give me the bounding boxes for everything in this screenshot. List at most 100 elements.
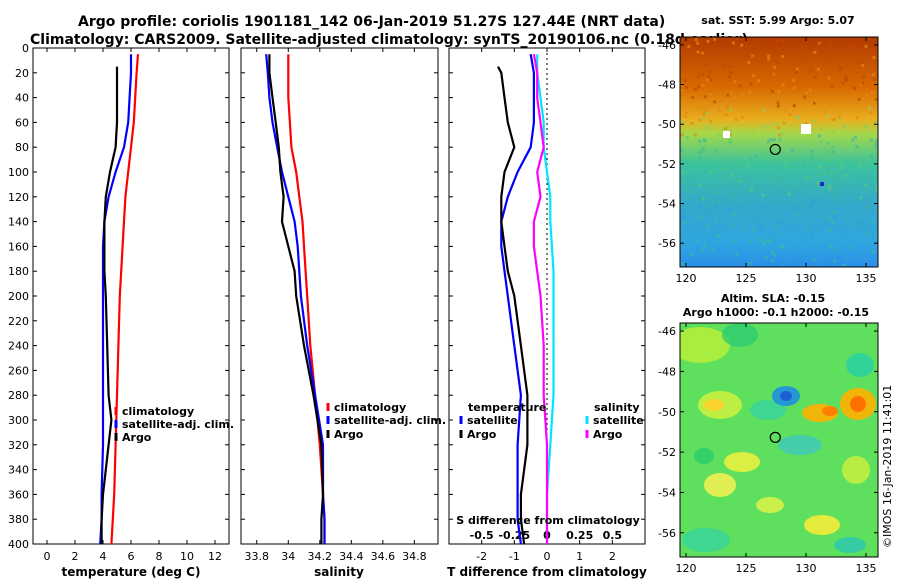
x-tick-label: 1 <box>576 550 583 563</box>
x-tick-label: 6 <box>128 550 135 563</box>
map-y-tick-label: -46 <box>658 39 676 52</box>
x-tick-label: 8 <box>156 550 163 563</box>
sla-map-panel: Altim. SLA: -0.15 Argo h1000: -0.1 h2000… <box>658 292 879 575</box>
series-line-s-satellite <box>536 54 555 544</box>
temperature-xlabel: temperature (deg C) <box>62 565 201 579</box>
s-tick-label: -0.5 <box>470 529 494 542</box>
legend-label-climatology: climatology <box>122 405 194 418</box>
legend-label-satellite: satellite-adj. clim. <box>122 418 234 431</box>
map-x-tick-label: 120 <box>676 562 697 575</box>
x-tick-label: 34 <box>281 550 295 563</box>
y-tick-label: 0 <box>22 42 29 55</box>
legend-label-s-satellite: satellite <box>593 414 644 427</box>
sla-map-title-1: Altim. SLA: -0.15 <box>721 292 825 305</box>
map-x-tick-label: 135 <box>856 272 877 285</box>
y-tick-label: 80 <box>15 141 29 154</box>
legend-label-satellite: satellite-adj. clim. <box>334 414 446 427</box>
y-tick-label: 280 <box>8 389 29 402</box>
y-tick-label: 20 <box>15 67 29 80</box>
x-tick-label: 0 <box>544 550 551 563</box>
series-line-t-argo <box>497 66 529 545</box>
map-y-tick-label: -54 <box>658 198 676 211</box>
series-line-s-argo <box>532 54 549 544</box>
map-x-tick-label: 120 <box>676 272 697 285</box>
map-y-tick-label: -56 <box>658 527 676 540</box>
map-x-tick-label: 125 <box>736 562 757 575</box>
map-y-tick-label: -48 <box>658 79 676 92</box>
legend-label-t-argo: Argo <box>467 428 497 441</box>
y-tick-label: 160 <box>8 240 29 253</box>
x-tick-label: 34.6 <box>371 550 396 563</box>
land-mask-patch <box>723 131 730 138</box>
series-line-climatology <box>110 54 140 545</box>
x-tick-label: 2 <box>609 550 616 563</box>
y-tick-label: 300 <box>8 414 29 427</box>
series-line-t-satellite <box>500 54 536 545</box>
y-tick-label: 100 <box>8 166 29 179</box>
title-line-2: Climatology: CARS2009. Satellite-adjuste… <box>30 32 748 48</box>
map-y-tick-label: -50 <box>658 406 676 419</box>
x-tick-label: 12 <box>208 550 222 563</box>
salinity-plot-frame <box>240 47 439 545</box>
map-x-tick-label: 125 <box>736 272 757 285</box>
map-y-tick-label: -52 <box>658 158 676 171</box>
x-tick-label: 2 <box>72 550 79 563</box>
y-tick-label: 360 <box>8 488 29 501</box>
y-tick-label: 60 <box>15 116 29 129</box>
sst-map-frame <box>679 36 879 268</box>
y-tick-label: 320 <box>8 439 29 452</box>
y-tick-label: 340 <box>8 464 29 477</box>
cold-pixel <box>820 182 824 186</box>
s-tick-label: -0.25 <box>498 529 530 542</box>
map-y-tick-label: -48 <box>658 365 676 378</box>
s-tick-label: 0.5 <box>603 529 623 542</box>
y-tick-label: 140 <box>8 216 29 229</box>
temperature-panel: 0204060801001201401601802002202402602803… <box>8 42 234 579</box>
map-y-tick-label: -46 <box>658 325 676 338</box>
land-mask-patch <box>801 124 811 134</box>
salinity-panel: 33.8 34 34.2 34.4 34.6 34.8 salinity climatol… <box>240 47 446 579</box>
y-tick-label: 40 <box>15 92 29 105</box>
timestamp: ©IMOS 16-Jan-2019 11:41:01 <box>881 385 894 548</box>
x-tick-label: 34.4 <box>339 550 364 563</box>
difference-xlabel-top: S difference from climatology <box>456 514 640 527</box>
sla-map-frame <box>679 322 879 558</box>
argo-float-marker <box>769 143 781 156</box>
legend-label-t-satellite: satellite <box>467 414 518 427</box>
difference-panel: -2 -1 0 1 2-0.5 -0.25 0 0.25 0.5 T difference fr… <box>447 47 647 579</box>
y-tick-label: 120 <box>8 191 29 204</box>
sla-map-title-2: Argo h1000: -0.1 h2000: -0.15 <box>683 306 869 319</box>
x-tick-label: 10 <box>180 550 194 563</box>
legend-title-temperature: temperature <box>468 401 546 414</box>
argo-float-marker <box>769 431 781 443</box>
x-tick-label: 34.8 <box>402 550 427 563</box>
map-y-tick-label: -56 <box>658 237 676 250</box>
s-tick-label: 0.25 <box>566 529 593 542</box>
salinity-legend: climatology satellite-adj. clim. Argo <box>326 401 446 441</box>
y-tick-label: 180 <box>8 265 29 278</box>
legend-label-s-argo: Argo <box>593 428 623 441</box>
map-y-tick-label: -54 <box>658 486 676 499</box>
series-line-argo <box>268 54 325 544</box>
y-tick-label: 260 <box>8 364 29 377</box>
x-tick-label: 0 <box>44 550 51 563</box>
map-x-tick-label: 135 <box>856 562 877 575</box>
map-x-tick-label: 130 <box>796 562 817 575</box>
sla-anomaly-blobs <box>680 323 876 553</box>
y-tick-label: 200 <box>8 290 29 303</box>
sst-map-panel: sat. SST: 5.99 Argo: 5.07 120 125 130 135 -4… <box>658 14 879 285</box>
x-tick-label: 33.8 <box>245 550 270 563</box>
difference-legend: temperature satellite Argo salinity sate… <box>459 401 644 441</box>
legend-label-argo: Argo <box>122 431 152 444</box>
map-y-tick-label: -52 <box>658 446 676 459</box>
temperature-legend: climatology satellite-adj. clim. Argo <box>114 405 234 444</box>
sst-map-title: sat. SST: 5.99 Argo: 5.07 <box>701 14 854 27</box>
map-x-tick-label: 130 <box>796 272 817 285</box>
series-line-satellite-adj-clim- <box>99 54 133 545</box>
title-line-1: Argo profile: coriolis 1901181_142 06-Ja… <box>78 14 665 30</box>
x-tick-label: 4 <box>100 550 107 563</box>
x-tick-label: -1 <box>509 550 520 563</box>
y-tick-label: 220 <box>8 315 29 328</box>
legend-title-salinity: salinity <box>594 401 640 414</box>
